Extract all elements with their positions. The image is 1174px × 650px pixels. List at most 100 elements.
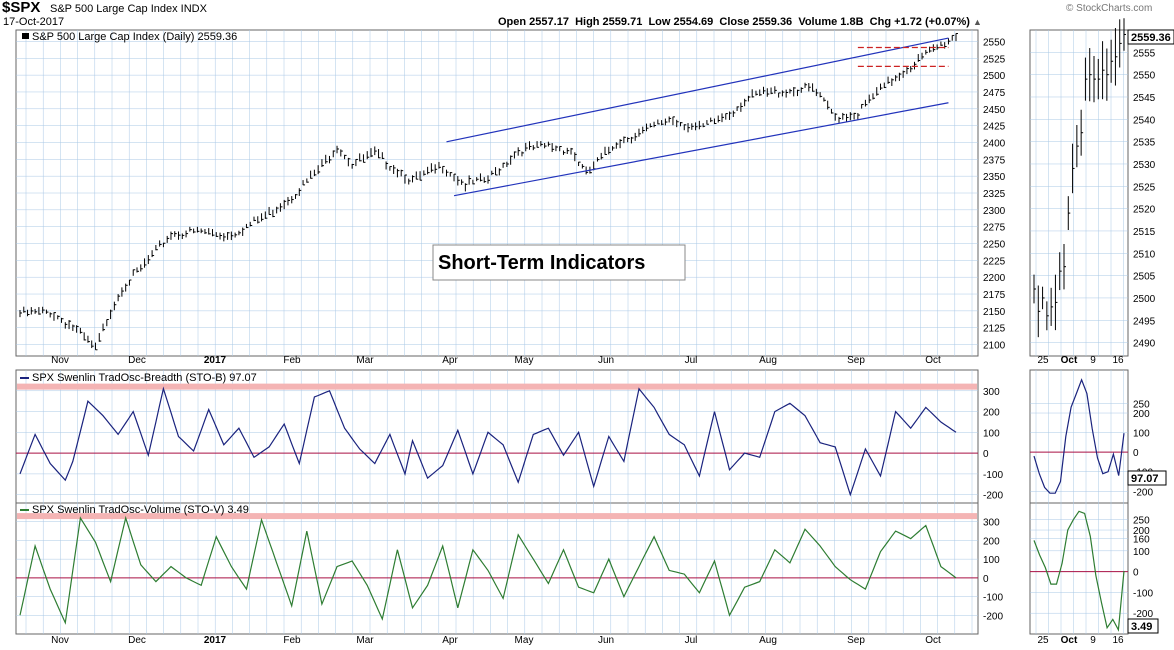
breadth-series-line: [19, 386, 957, 497]
y-tick-label: -200: [1133, 609, 1153, 620]
y-tick-label: 2535: [1133, 138, 1156, 149]
y-tick-label: 2100: [983, 341, 1006, 352]
y-tick-label: 2425: [983, 122, 1006, 133]
y-tick-label: 200: [1133, 526, 1150, 537]
quote-open: Open 2557.17: [498, 16, 569, 28]
y-tick-label: 100: [1133, 547, 1150, 558]
y-tick-label: 2475: [983, 88, 1006, 99]
price-x-tick-label: Apr: [442, 355, 458, 366]
volume-zoom-frame: [1029, 502, 1129, 635]
volume-x-tick-label: Dec: [128, 635, 146, 646]
y-tick-label: 2525: [983, 54, 1006, 65]
y-tick-label: 2300: [983, 206, 1006, 217]
channel-lower-line: [453, 102, 949, 197]
price-x-tick-label: Jun: [598, 355, 614, 366]
zoom-x-tick-label: Oct: [1061, 355, 1078, 366]
annotation-text: Short-Term Indicators: [438, 252, 645, 274]
y-tick-label: 300: [983, 518, 1000, 529]
breadth-legend-swatch: [20, 377, 29, 379]
price-x-tick-label: Jul: [685, 355, 698, 366]
zoom-x-tick-label: 9: [1090, 355, 1096, 366]
price-x-tick-label: May: [515, 355, 534, 366]
y-tick-label: 0: [1133, 448, 1139, 459]
zoom-x-tick-label: 25: [1037, 635, 1049, 646]
price-x-tick-label: Oct: [925, 355, 941, 366]
volume-x-tick-label: Jul: [685, 635, 698, 646]
price-legend-swatch: [22, 33, 29, 39]
y-tick-label: 2545: [1133, 93, 1156, 104]
symbol-title: $SPX: [2, 0, 41, 16]
y-tick-label: 2490: [1133, 339, 1156, 350]
y-tick-label: 2450: [983, 105, 1006, 116]
annotation-box: [432, 244, 686, 281]
y-tick-label: 200: [983, 408, 1000, 419]
y-tick-label: 100: [983, 555, 1000, 566]
y-tick-label: 2150: [983, 307, 1006, 318]
y-tick-label: 2540: [1133, 115, 1156, 126]
y-tick-label: 2350: [983, 172, 1006, 183]
volume-panel-title: SPX Swenlin TradOsc-Volume (STO-V) 3.49: [32, 504, 249, 516]
volume-x-tick-label: Feb: [283, 635, 301, 646]
zoom-x-tick-label: 16: [1112, 635, 1124, 646]
zoom-x-tick-label: 16: [1112, 355, 1124, 366]
triangle-up-icon: ▲: [973, 17, 982, 27]
breadth-zoom-frame: [1029, 369, 1129, 504]
y-tick-label: 250: [1133, 399, 1150, 410]
volume-value-tag: 3.49: [1131, 621, 1152, 633]
y-tick-label: -100: [1133, 588, 1153, 599]
y-tick-label: 2325: [983, 189, 1006, 200]
volume-x-tick-label: Sep: [847, 635, 865, 646]
price-x-tick-label: Sep: [847, 355, 865, 366]
zoom-x-tick-label: Oct: [1061, 635, 1078, 646]
y-tick-label: 2505: [1133, 272, 1156, 283]
y-tick-label: 2525: [1133, 182, 1156, 193]
bands-layer: [16, 383, 1128, 579]
stockcharts-credit: © StockCharts.com: [1066, 3, 1153, 14]
volume-x-tick-label: Nov: [51, 635, 69, 646]
overbought-band: [17, 383, 977, 390]
volume-x-tick-label: Mar: [356, 635, 374, 646]
quote-close: Close 2559.36: [719, 16, 793, 28]
price-x-tick-label: Aug: [759, 355, 777, 366]
y-tick-label: 2250: [983, 240, 1006, 251]
breadth-panel-frame: [15, 369, 979, 504]
y-tick-label: 2200: [983, 273, 1006, 284]
y-tick-label: 2550: [983, 37, 1006, 48]
quote-change: Chg +1.72 (+0.07%): [869, 16, 970, 28]
volume-panel-frame: [15, 502, 979, 635]
volume-legend-swatch: [20, 509, 29, 511]
breadth-value-tag-box: [1127, 470, 1167, 486]
y-tick-label: 0: [983, 574, 989, 585]
y-tick-label: 2375: [983, 155, 1006, 166]
breadth-value-tag: 97.07: [1131, 473, 1159, 485]
volume-x-tick-label: Apr: [442, 635, 458, 646]
index-name: S&P 500 Large Cap Index INDX: [50, 3, 207, 15]
volume-x-tick-label: Jun: [598, 635, 614, 646]
volume-zoom-line: [1033, 510, 1125, 632]
axis-layer: 2100 2125 2150 2175 2200 2225 2250 2275 2300 2325…: [51, 37, 1156, 646]
quote-volume: Volume 1.8B: [798, 16, 864, 28]
y-tick-label: 0: [1133, 568, 1139, 579]
y-tick-label: 0: [983, 449, 989, 460]
y-tick-label: 2520: [1133, 205, 1156, 216]
y-tick-label: 250: [1133, 516, 1150, 527]
y-tick-label: 2515: [1133, 227, 1156, 238]
quote-high: High 2559.71: [575, 16, 643, 28]
price-x-tick-label: Feb: [283, 355, 301, 366]
price-x-tick-label: Nov: [51, 355, 69, 366]
y-tick-label: 2225: [983, 256, 1006, 267]
y-tick-label: -200: [983, 491, 1003, 502]
volume-x-tick-label: Aug: [759, 635, 777, 646]
quote-low: Low 2554.69: [648, 16, 714, 28]
volume-x-tick-label: Oct: [925, 635, 941, 646]
zoom-x-tick-label: 25: [1037, 355, 1049, 366]
y-tick-label: 2500: [983, 71, 1006, 82]
volume-x-tick-label: May: [515, 635, 534, 646]
y-tick-label: 100: [1133, 429, 1150, 440]
y-tick-label: 100: [983, 428, 1000, 439]
price-x-tick-label: Mar: [356, 355, 374, 366]
price-x-tick-label: 2017: [204, 355, 227, 366]
y-tick-label: -200: [1133, 487, 1153, 498]
quote-summary: Open 2557.17 High 2559.71 Low 2554.69 Cl…: [498, 16, 982, 28]
